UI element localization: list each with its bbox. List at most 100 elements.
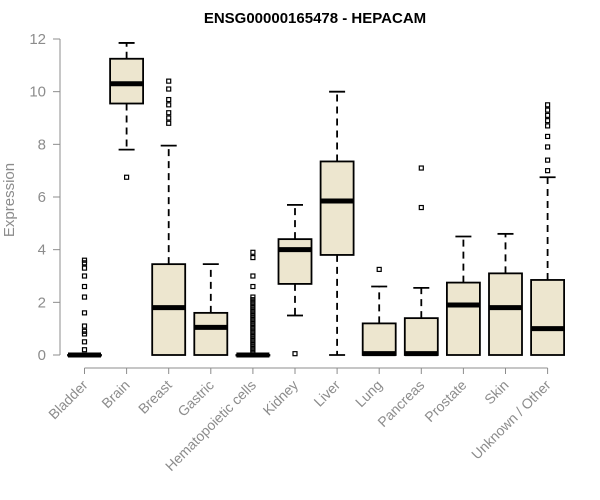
box-iqr	[109, 57, 144, 105]
outlier-point	[250, 323, 256, 329]
outlier-point	[250, 273, 256, 279]
outlier-point	[166, 86, 172, 92]
outlier-point	[81, 347, 88, 353]
box-group	[235, 249, 271, 358]
outlier-point	[250, 331, 256, 337]
y-tick-label: 2	[38, 294, 46, 311]
y-tick-label: 8	[38, 136, 46, 153]
outlier-point	[250, 344, 256, 350]
outlier-point	[250, 328, 256, 334]
box-iqr	[445, 281, 481, 356]
outlier-point	[544, 102, 551, 108]
outlier-point	[166, 115, 172, 121]
box-group	[67, 257, 102, 358]
outlier-point	[166, 120, 172, 126]
box-iqr	[488, 272, 523, 356]
outlier-point	[250, 318, 256, 324]
outlier-point	[81, 328, 88, 334]
outlier-point	[81, 331, 88, 337]
box-iqr	[530, 279, 565, 356]
x-tick-label: Breast	[135, 377, 175, 417]
outlier-point	[250, 320, 256, 326]
outlier-point	[250, 254, 256, 261]
y-axis-label: Expression	[1, 163, 18, 237]
box-group	[403, 165, 439, 357]
outlier-point	[81, 323, 88, 329]
x-tick-label: Brain	[98, 377, 132, 411]
box-iqr	[361, 322, 397, 356]
outlier-point	[292, 351, 298, 357]
outlier-point	[250, 339, 256, 345]
outlier-point	[250, 315, 256, 321]
outlier-point	[250, 312, 256, 319]
box-group	[109, 42, 144, 180]
y-tick-label: 10	[29, 84, 46, 101]
y-axis: 0 2 4 6 8 10 12	[29, 31, 61, 364]
outlier-point	[166, 96, 172, 103]
y-tick-label: 4	[38, 242, 46, 259]
outlier-point	[250, 249, 256, 255]
box-series	[67, 42, 565, 358]
box-group	[488, 232, 523, 356]
outlier-point	[418, 204, 424, 211]
outlier-point	[250, 341, 256, 348]
outlier-point	[81, 310, 88, 316]
outlier-point	[81, 339, 88, 345]
x-tick-label: Skin	[481, 377, 512, 408]
outlier-point	[250, 299, 256, 305]
outlier-point	[166, 102, 172, 108]
outlier-point	[544, 123, 551, 129]
x-tick-label: Bladder	[45, 377, 91, 423]
outlier-point	[250, 347, 256, 353]
x-tick-label: Pancreas	[374, 377, 427, 430]
outlier-point	[250, 307, 256, 313]
x-tick-label: Kidney	[260, 377, 302, 419]
chart-title: ENSG00000165478 - HEPACAM	[204, 10, 426, 27]
outlier-point	[544, 112, 551, 118]
y-tick-label: 0	[38, 347, 46, 364]
y-tick-label: 12	[29, 31, 46, 48]
outlier-point	[250, 305, 256, 311]
outlier-point	[81, 283, 88, 290]
outlier-point	[250, 326, 256, 332]
outlier-point	[81, 273, 88, 279]
outlier-point	[250, 297, 256, 303]
outlier-point	[544, 157, 551, 163]
box-iqr	[403, 317, 439, 356]
outlier-point	[418, 165, 424, 171]
x-tick-label: Liver	[310, 377, 343, 410]
outlier-point	[250, 283, 256, 290]
box-iqr	[277, 238, 313, 285]
outlier-point	[544, 144, 551, 150]
y-tick-label: 6	[38, 189, 46, 206]
outlier-point	[250, 349, 256, 355]
box-group	[361, 266, 397, 357]
x-tick-label: Prostate	[421, 377, 469, 425]
x-tick-label: Lung	[352, 377, 385, 410]
box-iqr	[193, 311, 229, 356]
x-tick-label: Unknown / Other	[468, 377, 554, 463]
outlier-point	[544, 133, 551, 140]
outlier-point	[544, 118, 551, 124]
box-iqr	[319, 160, 355, 256]
outlier-point	[250, 294, 256, 300]
outlier-point	[250, 336, 256, 342]
outlier-point	[250, 302, 256, 308]
outlier-point	[123, 174, 130, 180]
box-group	[530, 102, 565, 356]
box-group	[319, 90, 355, 356]
outlier-point	[166, 110, 172, 116]
outlier-point	[544, 168, 551, 174]
outlier-point	[81, 294, 88, 300]
outlier-point	[544, 107, 551, 113]
outlier-point	[166, 78, 172, 84]
box-group	[193, 263, 229, 356]
outlier-point	[250, 333, 256, 340]
box-group	[445, 235, 481, 356]
box-group	[151, 78, 187, 356]
outlier-point	[81, 265, 88, 271]
outlier-point	[81, 260, 88, 266]
box-group	[277, 203, 313, 357]
